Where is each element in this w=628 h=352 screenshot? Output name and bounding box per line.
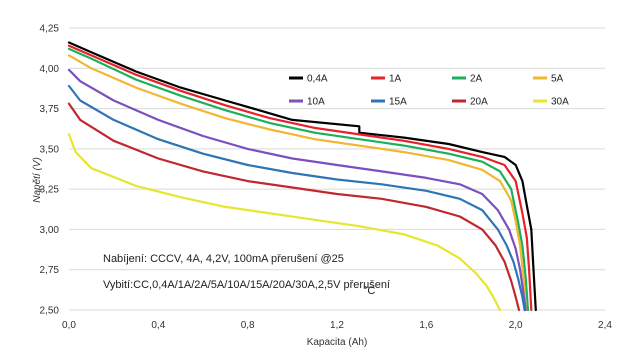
x-tick-label: 2,0: [509, 320, 523, 331]
y-tick-label: 3,75: [40, 104, 60, 115]
y-tick-label: 4,00: [40, 64, 60, 75]
legend-label: 2A: [470, 74, 483, 85]
annotation-discharge: Vybití:CC,0,4A/1A/2A/5A/10A/15A/20A/30A,…: [103, 279, 390, 291]
series-line: [67, 133, 502, 312]
series-layer: [67, 41, 537, 312]
grid-layer: [69, 27, 605, 311]
legend-label: 20A: [470, 97, 488, 108]
y-tick-label: 3,00: [40, 225, 60, 236]
annotation-degree-c: °C: [363, 285, 375, 297]
y-axis-title: Napětí (V): [32, 157, 43, 203]
series-line: [67, 84, 526, 312]
legend-label: 15A: [389, 97, 407, 108]
x-tick-label: 0,0: [62, 320, 76, 331]
legend-label: 1A: [389, 74, 402, 85]
x-tick-label: 1,6: [419, 320, 433, 331]
series-line: [67, 44, 533, 312]
series-line: [67, 47, 530, 312]
y-tick-label: 2,50: [40, 306, 60, 317]
y-tick-label: 4,25: [40, 24, 60, 35]
y-tick-labels: 2,50 2,75 3,00 3,25 3,50 3,75 4,00 4,25: [40, 24, 60, 317]
x-tick-label: 0,8: [241, 320, 255, 331]
legend: 0,4A 1A 2A 5A 10A 15A 20A 30A: [289, 74, 569, 108]
y-tick-label: 3,50: [40, 144, 60, 155]
series-line: [67, 102, 521, 312]
x-tick-label: 0,4: [151, 320, 165, 331]
legend-label: 30A: [551, 97, 569, 108]
legend-label: 5A: [551, 74, 564, 85]
x-tick-label: 1,2: [330, 320, 344, 331]
x-axis-title: Kapacita (Ah): [307, 337, 368, 348]
legend-label: 0,4A: [307, 74, 328, 85]
series-line: [67, 68, 527, 312]
y-tick-label: 2,75: [40, 265, 60, 276]
series-line: [67, 54, 527, 312]
y-tick-label: 3,25: [40, 185, 60, 196]
legend-label: 10A: [307, 97, 325, 108]
x-tick-labels: 0,0 0,4 0,8 1,2 1,6 2,0 2,4: [62, 320, 612, 331]
annotation-charging: Nabíjení: CCCV, 4A, 4,2V, 100mA přerušen…: [103, 253, 344, 265]
x-tick-label: 2,4: [598, 320, 612, 331]
series-line: [67, 41, 537, 312]
